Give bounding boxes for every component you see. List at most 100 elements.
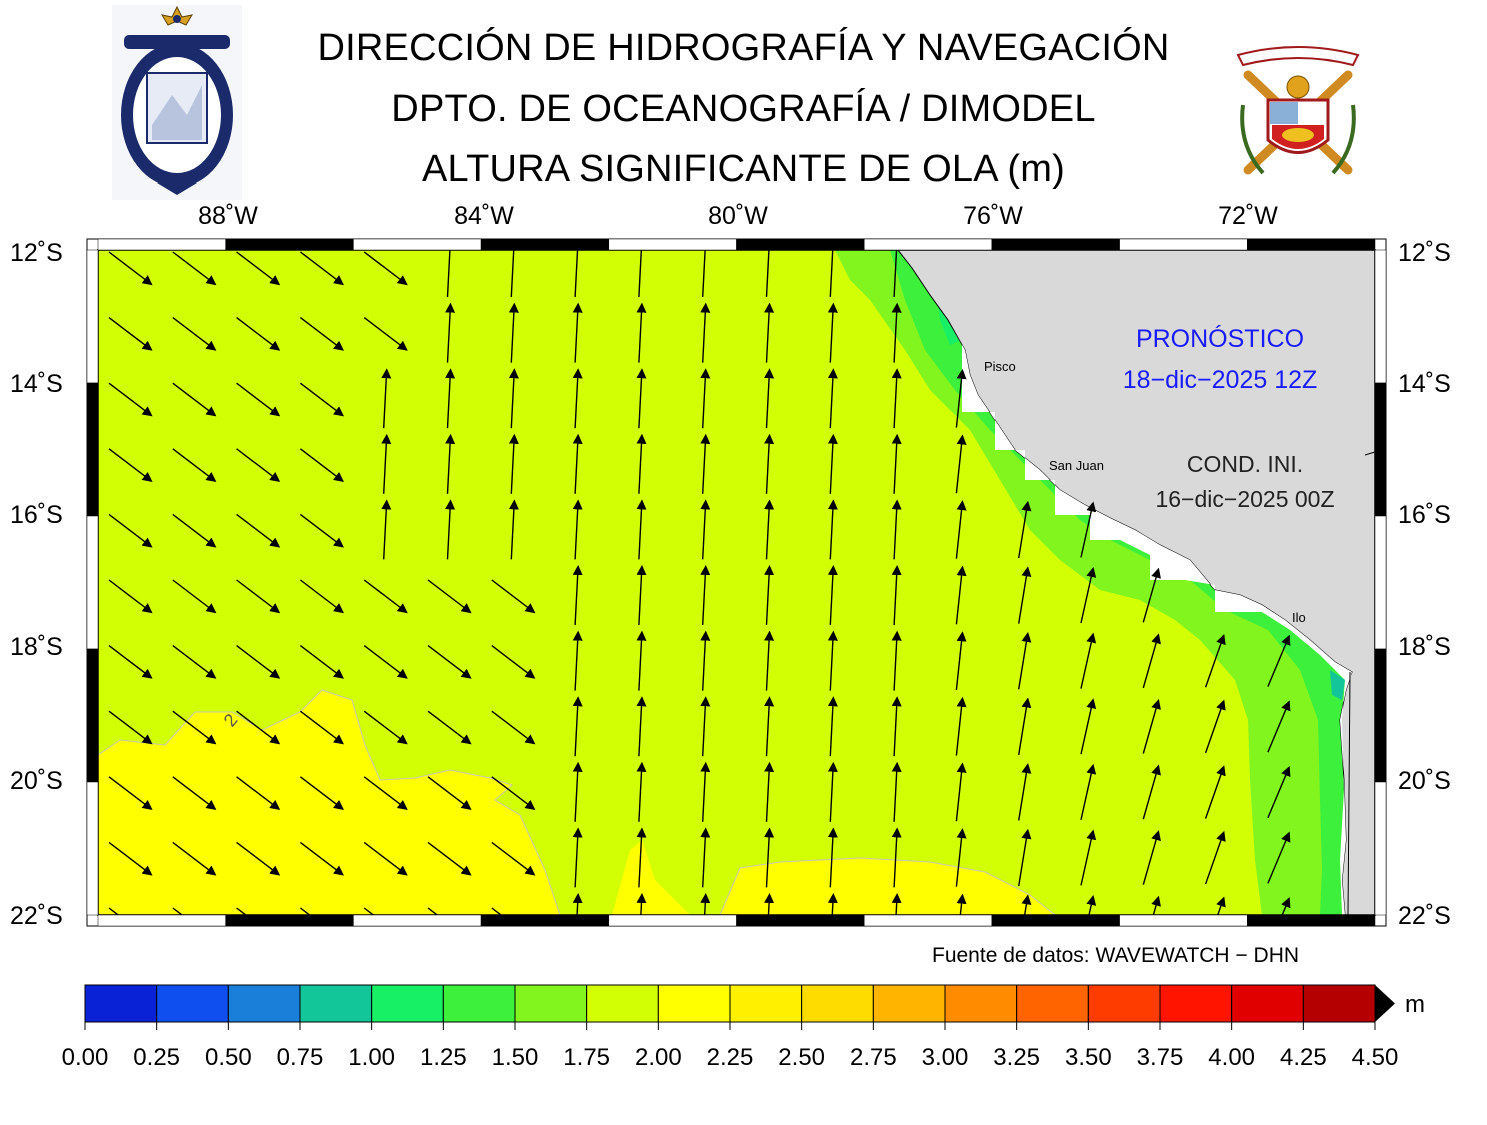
wave-arrow xyxy=(108,317,153,351)
wave-arrow xyxy=(955,828,967,887)
wave-arrow xyxy=(236,710,281,745)
frame-bar-segment xyxy=(1374,781,1387,916)
frame-bar-segment xyxy=(736,914,865,927)
colorbar-tick-label: 1.25 xyxy=(419,1044,467,1071)
frame-bar-segment xyxy=(353,238,482,251)
wave-arrow xyxy=(381,433,392,494)
colorbar-tick-label: 0.00 xyxy=(61,1044,109,1071)
wave-arrow xyxy=(636,893,647,915)
wave-arrow xyxy=(827,565,838,626)
wave-arrow xyxy=(955,762,967,822)
wave-arrow xyxy=(172,841,217,876)
wave-arrow xyxy=(764,499,775,560)
wave-arrow xyxy=(891,630,902,691)
wave-arrow xyxy=(1018,828,1032,887)
wave-arrow xyxy=(236,645,281,679)
wave-arrow xyxy=(491,841,536,876)
frame-bar-segment xyxy=(86,382,99,517)
wave-arrow xyxy=(1281,897,1291,915)
frame-bar-segment xyxy=(1119,238,1248,251)
lat-label-left: 22˚S xyxy=(10,902,63,930)
wave-arrow xyxy=(700,368,711,429)
wave-arrow xyxy=(700,433,711,494)
wave-arrow xyxy=(1018,697,1032,755)
wave-arrow xyxy=(299,841,344,876)
colorbar-overflow-triangle xyxy=(1375,985,1395,1022)
wave-arrow xyxy=(1142,830,1161,885)
wave-arrow xyxy=(172,710,217,745)
wave-arrow xyxy=(572,893,583,915)
wave-arrow xyxy=(827,499,838,560)
dhn-emblem-logo xyxy=(112,5,242,200)
wave-field-2.00-2.25-s1 xyxy=(612,840,690,915)
wave-arrow xyxy=(363,645,408,679)
wave-arrow xyxy=(636,499,647,560)
wave-arrow xyxy=(491,579,536,614)
wave-arrow xyxy=(427,579,472,614)
wave-arrow xyxy=(636,368,647,429)
wave-arrow xyxy=(636,761,647,822)
data-source: Fuente de datos: WAVEWATCH − DHN xyxy=(932,944,1300,967)
wave-arrow xyxy=(764,368,775,429)
wave-arrow xyxy=(764,827,775,888)
wave-arrow xyxy=(764,761,775,822)
wave-arrow xyxy=(299,317,344,351)
wave-arrow xyxy=(108,251,153,286)
init-label: COND. INI. xyxy=(1186,451,1304,477)
wave-arrow xyxy=(381,499,392,560)
wave-arrow xyxy=(363,776,408,811)
wave-arrow xyxy=(108,448,153,483)
wave-arrow xyxy=(891,827,902,888)
lon-label: 80˚W xyxy=(708,202,768,230)
wave-arrow xyxy=(1080,567,1097,624)
colorbar-tick-label: 1.75 xyxy=(563,1044,611,1071)
wave-arrow xyxy=(299,710,344,745)
wave-arrow xyxy=(955,368,967,428)
wave-arrow xyxy=(236,382,281,417)
wave-arrow xyxy=(445,433,456,494)
wave-arrow xyxy=(891,565,902,626)
wave-arrow xyxy=(1080,829,1097,886)
wave-arrow xyxy=(636,433,647,494)
wave-arrow xyxy=(172,579,217,614)
wave-arrow xyxy=(363,710,408,745)
wave-arrow xyxy=(236,513,281,548)
wave-arrow xyxy=(1267,700,1291,753)
wave-arrow xyxy=(108,907,120,915)
wave-arrow xyxy=(172,645,217,679)
lat-label-left: 12˚S xyxy=(10,239,63,267)
wave-arrow xyxy=(764,893,775,915)
colorbar-segment xyxy=(586,984,659,1023)
frame-bar-segment xyxy=(991,914,1120,927)
wave-arrow xyxy=(427,710,472,745)
wave-arrow xyxy=(299,907,311,915)
colorbar-segment xyxy=(1087,984,1161,1023)
frame-bar-segment xyxy=(97,914,226,927)
colorbar-segment xyxy=(156,984,229,1023)
wave-arrow xyxy=(700,696,711,757)
wave-arrow xyxy=(1204,830,1226,885)
wave-arrow xyxy=(172,382,217,417)
wave-arrow xyxy=(1204,634,1226,688)
colorbar-segment xyxy=(84,984,158,1023)
wave-arrow xyxy=(702,250,706,298)
wave-arrow xyxy=(572,696,583,757)
wave-arrow xyxy=(636,630,647,691)
colorbar-segment xyxy=(371,984,444,1023)
colorbar-tick-label: 1.00 xyxy=(348,1044,396,1071)
frame-bar-segment xyxy=(480,238,610,251)
wave-arrow xyxy=(827,368,838,429)
lon-label: 84˚W xyxy=(454,202,514,230)
wave-arrow xyxy=(636,827,647,888)
wave-direction-arrows xyxy=(108,250,1291,915)
colorbar-segment xyxy=(872,984,946,1023)
wave-arrow xyxy=(445,368,456,429)
frame-bar-segment xyxy=(1247,914,1376,927)
wave-arrow xyxy=(700,499,711,560)
wave-arrow xyxy=(508,302,519,363)
city-label-ilo: Ilo xyxy=(1292,610,1306,625)
wave-arrow xyxy=(1018,566,1032,624)
wave-arrow xyxy=(1018,500,1032,559)
wave-arrow xyxy=(363,251,408,286)
colorbar-tick-label: 4.50 xyxy=(1351,1044,1399,1071)
